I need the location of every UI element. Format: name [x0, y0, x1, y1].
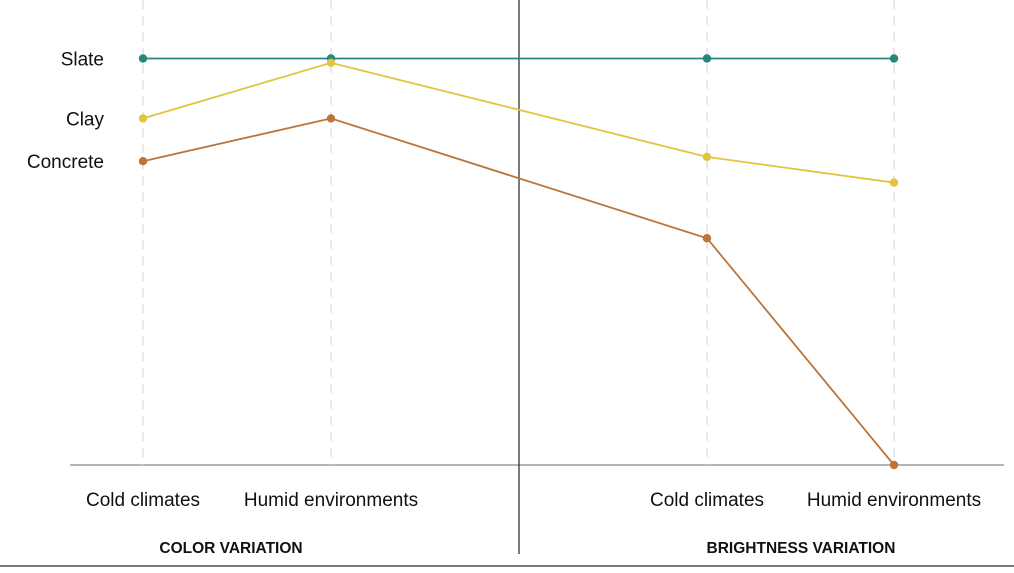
tick-label-0-0: Cold climates: [86, 490, 200, 511]
data-point-slate-0: [138, 54, 148, 63]
group-label-0: COLOR VARIATION: [159, 540, 302, 557]
data-point-clay-3: [889, 178, 899, 187]
series-line-clay: [142, 61, 895, 184]
legend-label-slate: Slate: [61, 50, 104, 71]
data-point-concrete-2: [702, 234, 712, 243]
x-tick-labels: Cold climates Humid environments Cold clim…: [86, 490, 981, 511]
data-points: [138, 54, 899, 470]
series-line-concrete: [142, 117, 895, 466]
tick-label-1-1: Humid environments: [807, 490, 981, 511]
data-point-concrete-0: [138, 157, 148, 166]
legend-label-concrete: Concrete: [27, 152, 104, 173]
data-point-slate-2: [702, 54, 712, 63]
data-point-clay-0: [138, 114, 148, 123]
series-lines: [142, 57, 895, 466]
legend-label-clay: Clay: [66, 109, 105, 130]
group-labels: COLOR VARIATION BRIGHTNESS VARIATION: [159, 540, 895, 557]
tick-label-0-1: Humid environments: [244, 490, 418, 511]
tick-label-1-0: Cold climates: [650, 490, 764, 511]
data-point-concrete-1: [326, 114, 336, 123]
grid: [142, 0, 895, 465]
data-point-concrete-3: [889, 460, 899, 470]
data-point-clay-1: [326, 58, 336, 67]
group-label-1: BRIGHTNESS VARIATION: [707, 540, 896, 557]
data-point-clay-2: [702, 152, 712, 162]
legend: Slate Clay Concrete: [27, 50, 105, 174]
data-point-slate-3: [889, 54, 899, 63]
